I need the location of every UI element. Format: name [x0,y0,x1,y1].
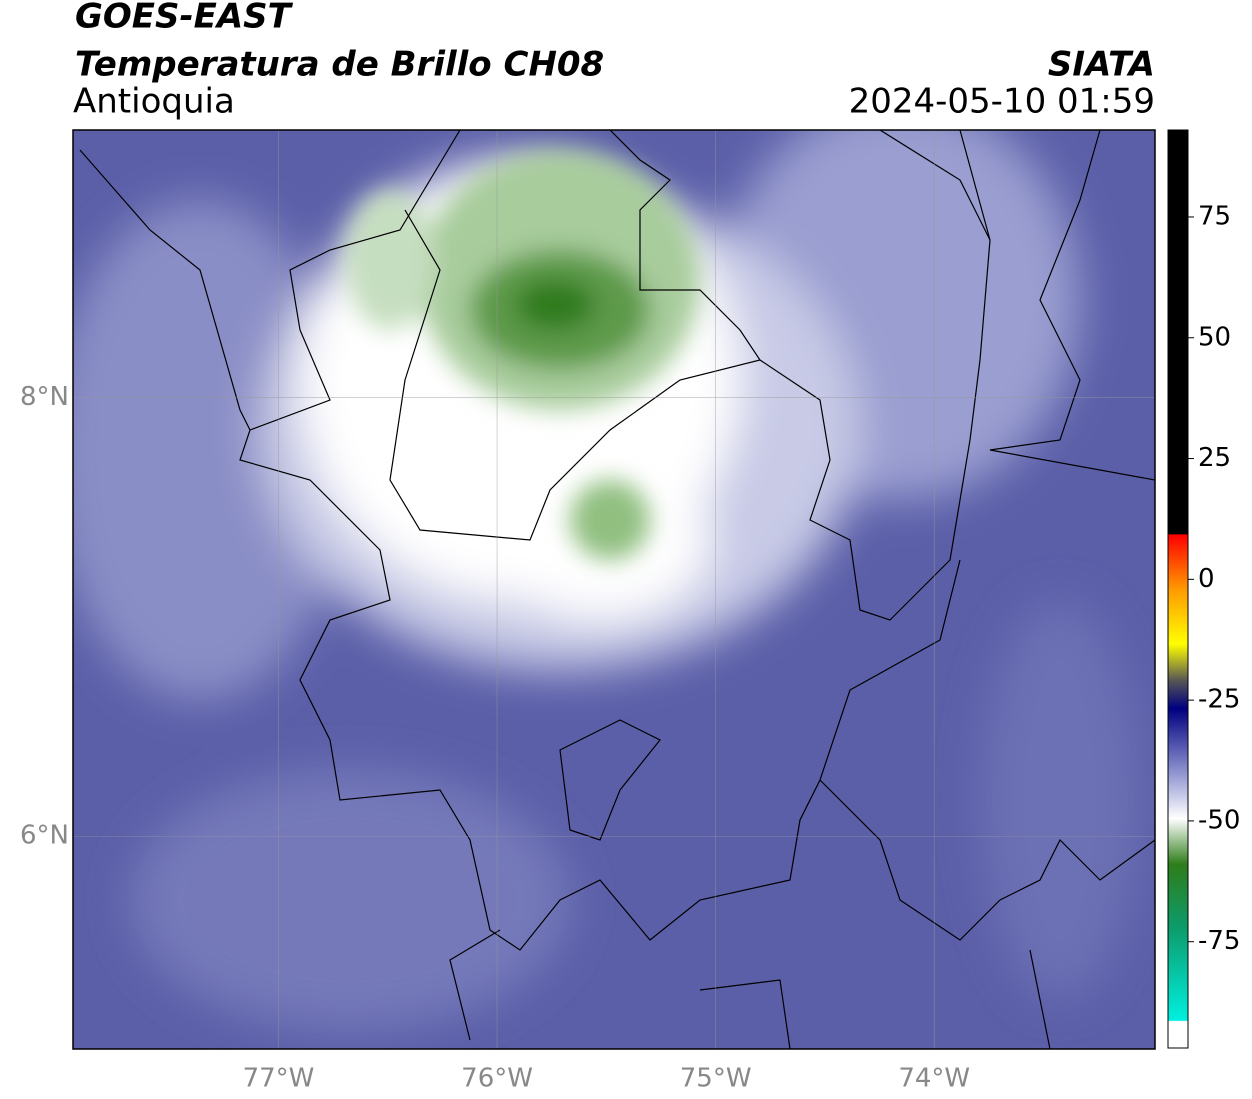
x-tick-label: 76°W [461,1064,533,1094]
y-tick-label: 6°N [20,821,69,851]
map-frame [72,129,1156,1050]
colorbar-tick-label: -25 [1198,685,1240,715]
timestamp: 2024-05-10 01:59 [849,82,1155,122]
graticule [73,130,1155,1049]
x-tick-label: 74°W [898,1064,970,1094]
colorbar-tick-label: 50 [1198,322,1231,352]
colorbar-tick-label: -50 [1198,805,1240,835]
colorbar-tick-label: 75 [1198,201,1231,231]
x-tick-label: 77°W [243,1064,315,1094]
colorbar-tick-label: 25 [1198,443,1231,473]
subtitle: Temperatura de Brillo CH08 [75,45,604,85]
colorbar [1167,129,1189,1049]
x-tick-label: 75°W [680,1064,752,1094]
satellite-image [73,130,1155,1049]
title: GOES-EAST [75,0,294,37]
colorbar-tick-label: -75 [1198,926,1240,956]
brand: SIATA [1048,45,1155,85]
region: Antioquia [73,82,235,122]
colorbar-tick-label: 0 [1198,564,1215,594]
y-tick-label: 8°N [20,382,69,412]
